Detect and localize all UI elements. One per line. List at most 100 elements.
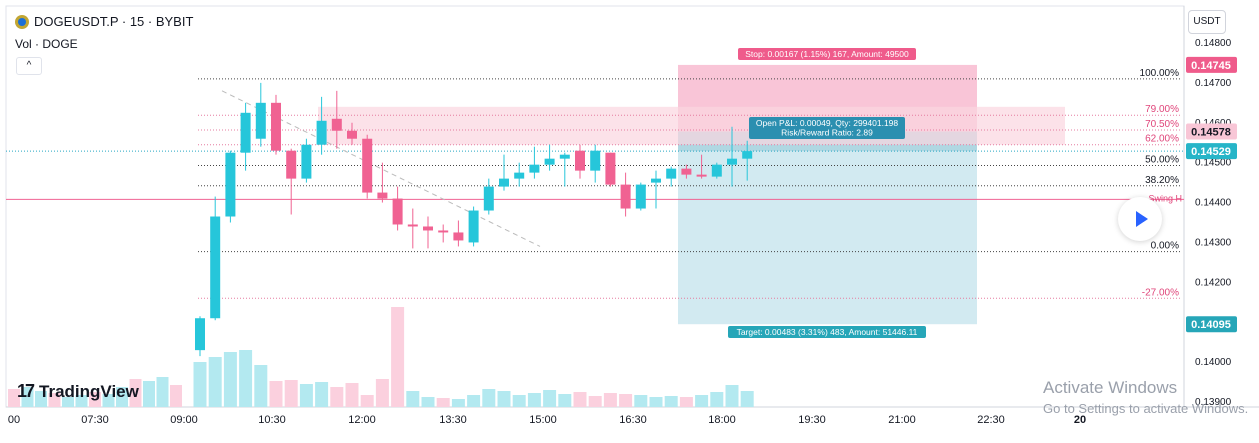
volume-bar (156, 377, 169, 407)
fib-label: 0.00% (1151, 241, 1179, 252)
stop-label: Stop: 0.00167 (1.15%) 167, Amount: 49500 (738, 48, 916, 60)
tradingview-logo[interactable]: 17 TradingView (17, 381, 139, 402)
candle-body (301, 144, 312, 179)
y-tick-label: 0.14500 (1195, 158, 1232, 169)
y-tick-label: 0.14600 (1195, 118, 1232, 129)
price-tag-bg (1186, 123, 1237, 140)
symbol-row[interactable]: DOGEUSDT.P · 15 · BYBIT (15, 14, 193, 29)
candle-body (362, 138, 373, 193)
candle-body (666, 168, 677, 179)
currency-selector-button[interactable]: USDT (1188, 10, 1226, 34)
tradingview-logo-text: TradingView (39, 381, 139, 401)
volume-bar (406, 391, 420, 407)
play-icon (1136, 211, 1148, 227)
x-tick-label: 07:30 (81, 414, 109, 426)
volume-indicator-label[interactable]: Vol · DOGE (15, 37, 78, 51)
pnl-label-bg (749, 117, 905, 139)
volume-bar (695, 395, 709, 407)
volume-bar (375, 379, 389, 407)
volume-bar (558, 394, 572, 407)
volume-bar (143, 381, 155, 407)
volume-bar (21, 387, 34, 407)
volume-bar (543, 390, 557, 407)
price-tag-bg (1186, 316, 1237, 333)
candle-body (605, 152, 616, 185)
volume-bar (740, 391, 754, 407)
candle-body (286, 150, 297, 179)
volume-bar (710, 392, 724, 407)
volume-bar (269, 381, 283, 407)
x-tick-label: 18:00 (708, 414, 736, 426)
volume-bar (254, 365, 268, 407)
candle-body (590, 150, 601, 171)
candle-body (453, 232, 464, 241)
volume-bar (208, 357, 222, 407)
fib-label: -27.00% (1142, 287, 1179, 298)
volume-bar (102, 394, 115, 407)
y-tick-label: 0.14700 (1195, 78, 1232, 89)
volume-bar (391, 307, 405, 407)
volume-bar (129, 379, 142, 407)
volume-bar (116, 387, 128, 407)
price-tag-label: 0.14095 (1191, 319, 1231, 331)
target-label: Target: 0.00483 (3.31%) 483, Amount: 514… (728, 326, 926, 338)
collapse-indicators-button[interactable]: ^ (16, 57, 42, 75)
pnl-label: Open P&L: 0.00049, Qty: 299401.198Risk/R… (749, 117, 905, 139)
x-tick-label: 09:00 (170, 414, 198, 426)
price-tag-bg (1186, 56, 1237, 73)
x-tick-label: 16:30 (619, 414, 647, 426)
candle-body (392, 198, 403, 225)
candle-body (620, 184, 631, 209)
candle-body (727, 158, 737, 165)
candle-body (559, 154, 570, 159)
x-tick-label: 00 (8, 414, 20, 426)
y-tick-label: 0.14000 (1195, 357, 1232, 368)
candle-body (742, 151, 753, 159)
volume-bar (451, 399, 465, 407)
candle-body (635, 184, 646, 209)
candle-body (575, 150, 585, 171)
candle-body (681, 168, 692, 175)
volume-bar (239, 350, 253, 407)
fib-label: 70.50% (1145, 119, 1179, 130)
candle-body (316, 120, 327, 145)
stop-label-text: Stop: 0.00167 (1.15%) 167, Amount: 49500 (745, 49, 909, 59)
volume-bar (62, 397, 74, 407)
candle-body (195, 318, 205, 351)
y-tick-label: 0.14300 (1195, 237, 1232, 248)
target-zone (678, 131, 977, 325)
candle-body (225, 152, 236, 217)
fib-zone (318, 106, 1065, 145)
watermark-title: Activate Windows (1043, 378, 1178, 397)
x-tick-label: 19:30 (798, 414, 826, 426)
volume-bar (75, 395, 88, 407)
volume-bar (345, 383, 359, 407)
stop-label-bg (738, 48, 916, 60)
symbol-title[interactable]: DOGEUSDT.P · 15 · BYBIT (34, 14, 194, 29)
swing-high-label: Swing H (1148, 193, 1182, 203)
price-tag-label: 0.14578 (1191, 127, 1231, 139)
x-tick-label: 22:30 (977, 414, 1005, 426)
x-tick-label: 15:00 (529, 414, 557, 426)
volume-bar (603, 393, 617, 407)
y-tick-label: 0.14400 (1195, 198, 1232, 209)
candle-body (271, 102, 281, 151)
volume-bar (170, 385, 182, 407)
candle-body (468, 210, 479, 243)
candle-body (544, 158, 555, 165)
replay-button[interactable] (1118, 197, 1162, 241)
volume-bar (223, 352, 237, 407)
candle-body (651, 178, 661, 183)
candle-body (499, 178, 509, 187)
candle-body (529, 164, 540, 173)
y-tick-label: 0.13900 (1195, 397, 1232, 408)
volume-bar (649, 397, 663, 407)
volume-bar (573, 392, 587, 407)
volume-bar (467, 395, 481, 407)
volume-bar (35, 391, 47, 407)
x-tick-label: 21:00 (888, 414, 916, 426)
y-tick-label: 0.14800 (1195, 38, 1232, 49)
candle-body (483, 186, 494, 211)
